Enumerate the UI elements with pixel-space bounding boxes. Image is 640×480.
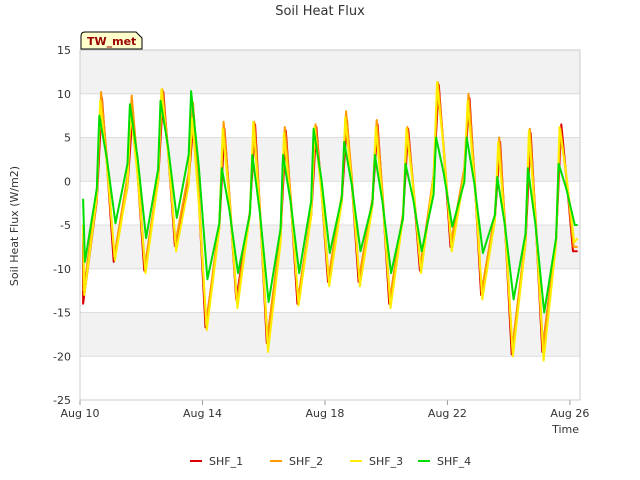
legend-item-shf-4: SHF_4 — [418, 455, 471, 468]
x-tick-label: Aug 22 — [428, 407, 467, 420]
y-axis-ticks: -25 -20 -15 -10 -5 0 5 10 15 — [53, 44, 71, 407]
tw-met-badge: TW_met — [80, 31, 143, 50]
badge-box — [80, 31, 143, 50]
y-tick-label: 0 — [64, 175, 71, 188]
x-tick-label: Aug 18 — [305, 407, 344, 420]
legend-item-shf-1: SHF_1 — [190, 455, 243, 468]
x-tick-label: Aug 26 — [550, 407, 589, 420]
x-axis-ticks: Aug 10 Aug 14 Aug 18 Aug 22 Aug 26 — [61, 400, 589, 420]
y-axis-label: Soil Heat Flux (W/m2) — [8, 166, 21, 286]
y-tick-label: -10 — [53, 263, 71, 276]
series-line-shf-4 — [82, 90, 578, 314]
plot-band — [80, 312, 580, 357]
plot-frame — [79, 49, 581, 401]
y-tick-label: -20 — [53, 350, 71, 363]
x-tick-label: Aug 14 — [183, 407, 222, 420]
x-tick-label: Aug 10 — [61, 407, 100, 420]
y-tick-label: -25 — [53, 394, 71, 407]
y-tick-label: 10 — [57, 88, 71, 101]
series-lines — [82, 81, 579, 362]
y-tick-label: -15 — [53, 307, 71, 320]
plot-band — [80, 137, 580, 182]
series-line-shf-3 — [82, 81, 579, 362]
legend-label: SHF_1 — [209, 455, 243, 468]
chart-title: Soil Heat Flux — [275, 4, 365, 19]
legend: SHF_1 SHF_2 SHF_3 SHF_4 — [190, 455, 471, 468]
legend-label: SHF_3 — [369, 455, 403, 468]
legend-item-shf-2: SHF_2 — [270, 455, 323, 468]
legend-item-shf-3: SHF_3 — [350, 455, 403, 468]
x-axis-label: Time — [551, 423, 579, 436]
y-tick-label: 5 — [64, 132, 71, 145]
y-tick-label: -5 — [60, 219, 71, 232]
legend-label: SHF_4 — [437, 455, 471, 468]
y-tick-label: 15 — [57, 44, 71, 57]
badge-label: TW_met — [87, 35, 136, 48]
legend-label: SHF_2 — [289, 455, 323, 468]
plot-band — [80, 50, 580, 94]
